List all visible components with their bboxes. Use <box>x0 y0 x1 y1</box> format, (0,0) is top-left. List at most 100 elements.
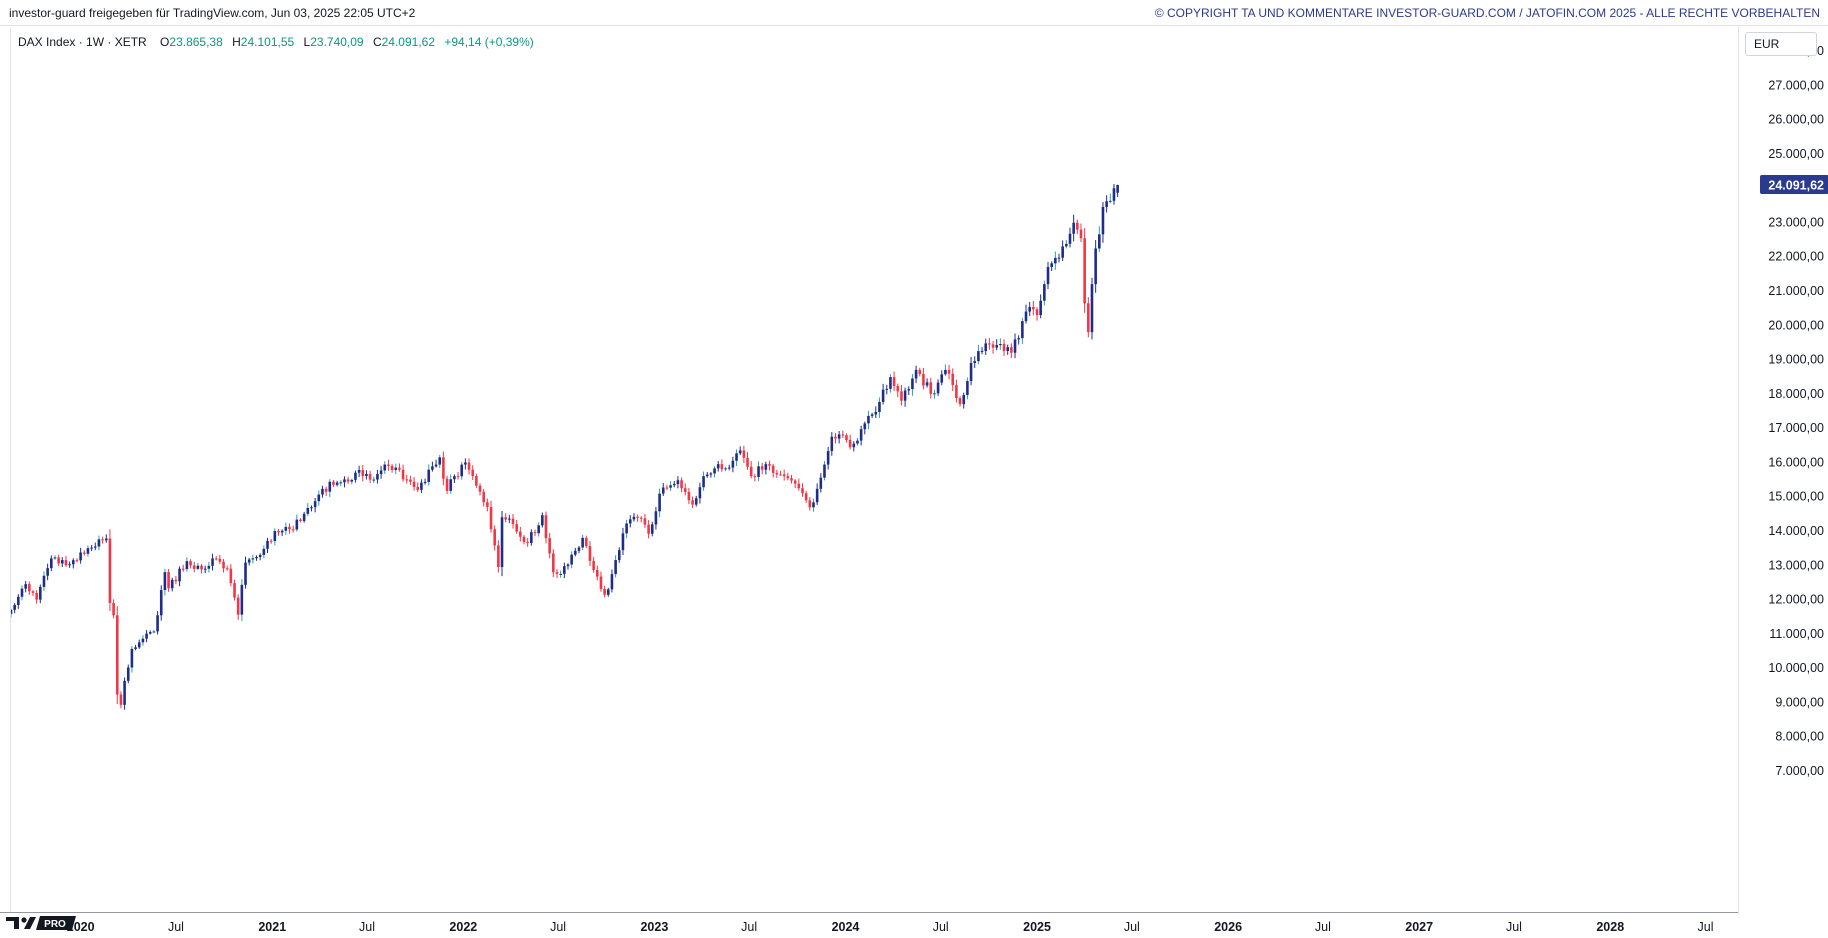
candle <box>606 587 610 597</box>
candle <box>515 520 518 534</box>
candle-body <box>1013 339 1017 353</box>
candle-body <box>870 414 874 416</box>
time-tick-label: Jul <box>1698 920 1714 934</box>
candle <box>826 446 830 470</box>
candle <box>134 644 137 651</box>
copyright-notice: © COPYRIGHT TA UND KOMMENTARE INVESTOR-G… <box>1154 6 1820 20</box>
candle-body <box>365 473 368 477</box>
candle <box>768 460 771 471</box>
candle-body <box>192 565 196 569</box>
candle <box>335 480 339 487</box>
time-tick-label: 2022 <box>449 920 477 934</box>
candle <box>881 383 885 405</box>
candle-body <box>178 568 181 582</box>
candle <box>969 356 973 386</box>
candle <box>735 449 738 467</box>
candle <box>35 590 38 604</box>
candle-body <box>621 533 625 551</box>
candle-body <box>808 500 812 508</box>
candle-body <box>1057 257 1061 259</box>
candle-body <box>735 453 738 461</box>
candle-body <box>1076 222 1079 230</box>
candle <box>156 611 159 635</box>
candle-body <box>508 518 511 520</box>
candle <box>119 691 123 709</box>
candle <box>379 465 383 479</box>
candle-body <box>1039 300 1042 315</box>
candle-body <box>53 557 57 559</box>
candle <box>621 527 625 555</box>
candle-body <box>566 564 570 567</box>
candle <box>387 459 390 471</box>
candle <box>174 576 178 585</box>
candle-body <box>676 480 680 485</box>
candle-body <box>390 465 394 470</box>
candle-body <box>1024 311 1028 322</box>
candle <box>181 564 185 572</box>
candle-body <box>482 491 485 503</box>
candle-body <box>442 457 445 479</box>
candle-body <box>672 484 676 486</box>
candle <box>581 534 584 551</box>
candle-body <box>588 546 592 561</box>
candle-body <box>925 382 929 386</box>
candle-body <box>874 411 878 415</box>
candle <box>1105 195 1108 213</box>
candle <box>383 461 387 475</box>
pro-badge-text: PRO <box>44 919 66 930</box>
candle <box>672 481 676 488</box>
candle <box>519 526 522 542</box>
candle-body <box>530 532 533 543</box>
candle <box>104 534 108 543</box>
candle <box>973 356 977 368</box>
candle-body <box>639 517 643 519</box>
candle-body <box>911 378 914 390</box>
candle-body <box>123 680 126 705</box>
candle-body <box>93 546 97 548</box>
candle <box>867 410 870 430</box>
candle-body <box>947 369 951 374</box>
candle <box>786 472 790 481</box>
candle <box>79 547 82 564</box>
candle <box>1021 317 1024 344</box>
candle-body <box>969 363 973 382</box>
time-tick-label: Jul <box>933 920 949 934</box>
currency-selector[interactable]: EUR <box>1745 32 1817 56</box>
price-scale[interactable]: 7.000,00 8.000,00 9.000,00 10.000,00 11.000,… <box>1738 26 1828 914</box>
candle <box>163 568 167 596</box>
candle <box>544 511 548 544</box>
candle <box>716 461 720 472</box>
candle-body <box>1010 347 1013 353</box>
candle <box>372 476 376 483</box>
candle-body <box>643 518 647 525</box>
time-scale[interactable]: 2020 Jul 2021 Jul 2022 Jul 2023 Jul 2024 Jul 2025 J… <box>0 912 1738 937</box>
candle-body <box>746 457 749 467</box>
candle <box>431 461 434 472</box>
candle <box>203 565 207 574</box>
candle <box>555 569 559 578</box>
price-tick-label: 19.000,00 <box>1768 353 1824 367</box>
candle-body <box>885 388 889 390</box>
candle <box>196 562 200 571</box>
candle-body <box>661 487 665 494</box>
candle <box>368 470 372 484</box>
candle-body <box>727 467 731 469</box>
candle-body <box>515 524 518 532</box>
candle <box>218 554 222 565</box>
candle <box>258 553 262 561</box>
candle <box>460 461 464 480</box>
candle-body <box>376 474 379 480</box>
candle <box>434 459 438 468</box>
candle <box>1043 280 1046 306</box>
candle <box>504 513 507 523</box>
tradingview-logo[interactable]: PRO <box>6 914 76 932</box>
candle-body <box>134 647 137 649</box>
candle-body <box>782 474 786 477</box>
candle-body <box>497 545 500 567</box>
candle-body <box>71 560 75 565</box>
candle <box>328 479 332 498</box>
candle <box>801 483 804 497</box>
candle-body <box>420 482 423 490</box>
candle <box>537 522 540 537</box>
chart-pane[interactable] <box>10 28 1738 912</box>
